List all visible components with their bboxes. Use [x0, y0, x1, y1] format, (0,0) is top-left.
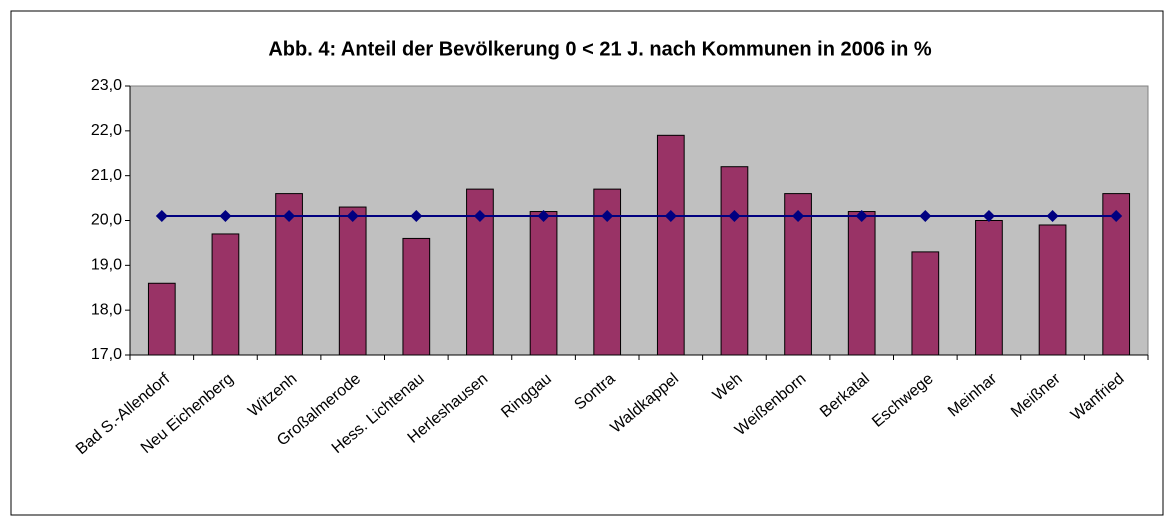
line-marker [982, 210, 995, 223]
bar [529, 211, 558, 356]
bar [402, 237, 431, 356]
bar [656, 134, 685, 356]
line-marker [410, 210, 423, 223]
bar [211, 233, 240, 356]
y-tick-label: 19,0 [91, 257, 122, 274]
line-marker [919, 210, 932, 223]
bar [911, 251, 940, 356]
line-marker [855, 210, 868, 223]
line-marker [1110, 210, 1123, 223]
line-marker [537, 210, 550, 223]
line-marker [155, 210, 168, 223]
line-marker [728, 210, 741, 223]
bar [338, 206, 367, 356]
line-marker [1046, 210, 1059, 223]
bar [1038, 224, 1067, 356]
line-marker [219, 210, 232, 223]
y-tick-label: 18,0 [91, 301, 122, 318]
bar [147, 282, 176, 356]
y-tick-label: 17,0 [91, 346, 122, 363]
y-tick-label: 20,0 [91, 212, 122, 229]
line-marker [792, 210, 805, 223]
line-marker [601, 210, 614, 223]
bar [975, 220, 1003, 356]
chart-title: Abb. 4: Anteil der Bevölkerung 0 < 21 J.… [268, 38, 932, 60]
y-tick-label: 22,0 [91, 122, 122, 139]
bar [1102, 193, 1131, 356]
bar [720, 166, 749, 356]
y-tick-label: 23,0 [91, 77, 122, 94]
bar [847, 211, 876, 356]
line-marker [283, 210, 296, 223]
y-tick-label: 21,0 [91, 167, 122, 184]
line-marker [473, 210, 486, 223]
line-marker [664, 210, 677, 223]
line-marker [346, 210, 359, 223]
